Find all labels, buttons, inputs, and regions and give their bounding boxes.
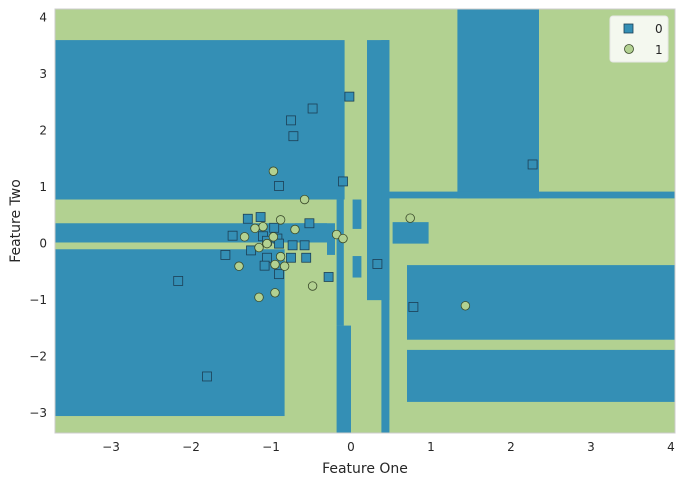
decision-region-class-0 xyxy=(336,199,344,326)
point-class-1 xyxy=(234,261,244,271)
point-class-0 xyxy=(242,213,253,224)
decision-region-class-0 xyxy=(295,223,335,229)
point-class-1 xyxy=(460,301,471,311)
point-class-0 xyxy=(202,371,212,382)
x-axis-label: Feature One xyxy=(322,461,408,477)
x-tick-label: 1 xyxy=(427,440,435,454)
point-class-0 xyxy=(259,260,270,271)
point-class-1 xyxy=(239,232,250,242)
point-class-0 xyxy=(274,238,284,249)
y-tick-label: 2 xyxy=(39,124,47,138)
point-class-0 xyxy=(173,276,184,286)
point-class-1 xyxy=(275,251,286,262)
point-class-0 xyxy=(287,240,298,251)
point-class-0 xyxy=(255,212,266,222)
point-class-1 xyxy=(254,242,264,253)
point-class-1 xyxy=(270,259,280,270)
decision-region-class-0 xyxy=(367,199,382,257)
point-class-0 xyxy=(288,131,299,142)
point-class-1 xyxy=(338,233,348,244)
point-class-1 xyxy=(268,166,279,176)
point-class-0 xyxy=(274,181,284,191)
point-class-1 xyxy=(279,261,290,271)
point-class-1 xyxy=(250,223,260,234)
decision-region-class-0 xyxy=(352,199,362,229)
point-class-0 xyxy=(304,218,315,229)
legend-label-0: 0 xyxy=(655,22,663,36)
point-class-1 xyxy=(270,288,280,298)
point-class-0 xyxy=(286,115,296,126)
decision-region-class-0 xyxy=(381,40,390,434)
point-class-0 xyxy=(307,103,318,114)
legend-marker-1 xyxy=(624,44,634,54)
legend: 0 1 xyxy=(609,15,669,63)
point-class-1 xyxy=(258,221,268,232)
decision-region-class-0 xyxy=(457,9,539,199)
point-class-1 xyxy=(299,194,310,205)
point-class-0 xyxy=(344,91,355,102)
decision-regions xyxy=(55,9,675,434)
point-class-0 xyxy=(274,269,284,280)
x-tick-label: 2 xyxy=(507,440,515,454)
decision-region-class-0 xyxy=(55,249,285,417)
point-class-0 xyxy=(527,159,538,170)
y-tick-label: −1 xyxy=(29,293,47,307)
point-class-0 xyxy=(408,302,419,312)
x-tick-label: 4 xyxy=(667,440,675,454)
y-tick-label: −3 xyxy=(29,406,47,420)
decision-region-class-0 xyxy=(392,222,429,244)
y-tick-label: 1 xyxy=(39,180,47,194)
decision-region-class-0 xyxy=(407,265,675,340)
x-tick-label: 0 xyxy=(347,440,355,454)
y-tick-label: 3 xyxy=(39,67,47,81)
decision-region-class-0 xyxy=(327,226,335,255)
point-class-1 xyxy=(275,215,286,225)
point-class-0 xyxy=(338,176,348,187)
point-class-1 xyxy=(307,281,318,291)
point-class-1 xyxy=(262,238,272,249)
y-tick-label: 4 xyxy=(39,10,47,24)
y-axis-label: Feature Two xyxy=(8,179,24,263)
point-class-1 xyxy=(290,224,300,235)
decision-region-class-0 xyxy=(407,349,675,402)
point-class-0 xyxy=(227,230,238,241)
decision-region-class-0 xyxy=(55,223,327,243)
y-tick-label: 0 xyxy=(39,237,47,251)
x-tick-label: −3 xyxy=(102,440,120,454)
x-tick-label: −2 xyxy=(182,440,200,454)
x-tick-label: −1 xyxy=(262,440,280,454)
y-tick-label: −2 xyxy=(29,350,47,364)
decision-region-class-0 xyxy=(352,256,362,278)
y-axis-ticks: −3 −2 −1 0 1 2 3 4 xyxy=(29,10,47,420)
point-class-1 xyxy=(405,213,415,223)
point-class-0 xyxy=(246,245,256,256)
point-class-0 xyxy=(220,250,231,260)
point-class-0 xyxy=(323,272,334,282)
decision-region-class-0 xyxy=(367,191,675,199)
point-class-1 xyxy=(254,292,264,303)
decision-region-class-0 xyxy=(55,40,345,200)
plot-frame xyxy=(54,8,676,434)
scatter-points xyxy=(173,91,538,382)
point-class-0 xyxy=(372,259,383,269)
decision-region-class-0 xyxy=(336,325,351,433)
legend-marker-0 xyxy=(623,23,634,34)
x-tick-label: 3 xyxy=(587,440,595,454)
point-class-0 xyxy=(269,222,280,233)
point-class-1 xyxy=(268,232,279,242)
point-class-0 xyxy=(299,240,310,251)
point-class-0 xyxy=(301,252,312,263)
legend-label-1: 1 xyxy=(655,43,663,57)
point-class-0 xyxy=(286,252,296,263)
x-axis-ticks: −3 −2 −1 0 1 2 3 4 xyxy=(102,440,675,454)
